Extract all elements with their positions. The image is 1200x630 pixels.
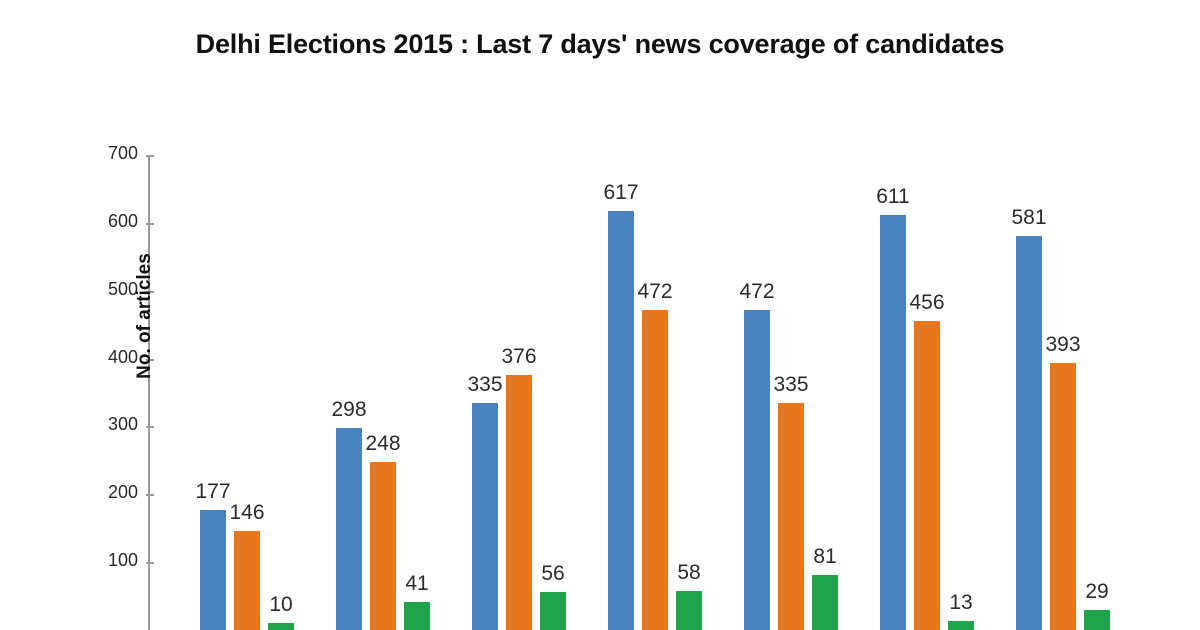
y-tick-mark <box>146 426 154 429</box>
bar[interactable] <box>506 374 532 630</box>
bar[interactable] <box>1050 363 1076 630</box>
bar-value-label: 393 <box>1045 333 1081 357</box>
bar[interactable] <box>472 402 498 630</box>
bar-value-label: 617 <box>603 181 639 205</box>
bar-group: 611 456 13 <box>876 155 976 630</box>
y-tick-mark <box>146 222 154 225</box>
bar-value-label: 58 <box>677 560 701 584</box>
bar-value-label: 10 <box>269 593 293 617</box>
y-tick-label: 700 <box>107 143 138 163</box>
bar[interactable] <box>914 320 940 630</box>
bar-value-label: 611 <box>876 185 910 209</box>
bar-value-label: 56 <box>541 562 565 585</box>
bar[interactable] <box>404 602 430 630</box>
bar[interactable] <box>200 509 226 630</box>
y-tick-label: 400 <box>107 346 138 367</box>
bar-value-label: 177 <box>195 479 231 503</box>
bar[interactable] <box>1016 235 1042 630</box>
bar-value-label: 376 <box>501 344 537 368</box>
y-axis-title: No. of articles <box>134 253 155 379</box>
bar[interactable] <box>642 309 668 630</box>
y-tick-label: 300 <box>107 414 138 435</box>
y-tick-mark <box>146 290 154 293</box>
y-tick-mark <box>146 358 154 361</box>
bar[interactable] <box>778 402 804 630</box>
y-tick-label: 200 <box>107 482 138 503</box>
bar-value-label: 472 <box>739 279 775 303</box>
bar[interactable] <box>268 623 294 630</box>
bar-value-label: 146 <box>229 500 265 524</box>
bar-group: 298 248 41 <box>331 155 432 630</box>
bar-value-label: 13 <box>949 591 973 615</box>
bar-group: 472 335 81 <box>739 155 840 630</box>
bar-group: 177 146 10 <box>195 155 296 630</box>
y-tick-label: 500 <box>107 278 138 299</box>
bar-value-label: 298 <box>331 397 367 421</box>
y-tick-mark <box>146 155 154 157</box>
bar[interactable] <box>234 530 260 630</box>
y-tick-mark <box>146 562 154 565</box>
bar-value-label: 456 <box>909 290 945 314</box>
bar-value-label: 335 <box>467 372 503 396</box>
y-tick-label: 600 <box>107 210 138 231</box>
bar-value-label: 472 <box>637 279 673 303</box>
bar[interactable] <box>336 427 362 630</box>
bar-value-label: 248 <box>365 431 401 455</box>
bar[interactable] <box>1084 610 1110 630</box>
bar[interactable] <box>812 575 838 630</box>
bar-value-label: 335 <box>773 372 809 396</box>
bar-value-label: 41 <box>405 572 429 596</box>
y-axis-line <box>148 155 150 630</box>
bar-group: 617 472 58 <box>603 155 704 630</box>
bar-value-label: 581 <box>1011 205 1047 229</box>
bar-group: 335 376 56 <box>467 155 568 630</box>
bar[interactable] <box>676 590 702 630</box>
bar[interactable] <box>880 215 906 630</box>
chart-title: Delhi Elections 2015 : Last 7 days' news… <box>195 29 1005 59</box>
y-tick-mark <box>146 494 154 497</box>
bar[interactable] <box>744 309 770 630</box>
y-tick-label: 100 <box>107 550 138 571</box>
bar-value-label: 81 <box>813 545 837 569</box>
bar[interactable] <box>370 461 396 630</box>
bar[interactable] <box>948 621 974 630</box>
bar-group: 581 393 29 <box>1011 155 1112 630</box>
bar-value-label: 29 <box>1085 580 1109 604</box>
plot-area: 100 200 300 400 500 600 700 No. of articles 17… <box>108 143 1148 630</box>
bar[interactable] <box>540 592 566 630</box>
bar[interactable] <box>608 211 634 630</box>
